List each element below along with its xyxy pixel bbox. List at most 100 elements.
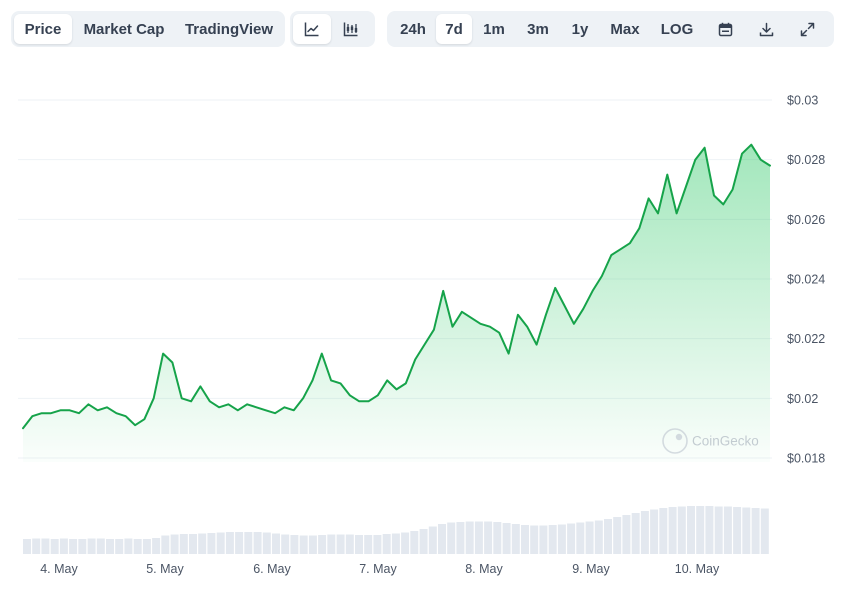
range-1y[interactable]: 1y (571, 20, 589, 38)
tab-market-cap[interactable]: Market Cap (83, 20, 165, 38)
volume-bar (59, 538, 68, 554)
volume-bar (401, 532, 410, 554)
volume-bar (604, 519, 612, 554)
line-chart-icon (304, 22, 319, 37)
volume-bar (299, 535, 308, 554)
volume-bar (705, 506, 714, 554)
coingecko-logo-icon (662, 428, 688, 454)
volume-bar (465, 521, 474, 554)
volume-bar (69, 539, 78, 554)
volume-bar (106, 539, 114, 554)
candlestick-button[interactable] (331, 14, 371, 44)
price-line (22, 143, 771, 430)
volume-bar (364, 535, 373, 554)
volume-bar (262, 532, 271, 554)
volume-bar (668, 507, 677, 554)
volume-bar (631, 513, 640, 554)
download-button[interactable] (746, 14, 786, 44)
date-picker-button[interactable] (704, 14, 746, 44)
volume-bar (594, 520, 603, 554)
chart-type-group (290, 11, 375, 47)
price-area (23, 144, 770, 462)
volume-bar (308, 535, 317, 554)
volume-bar (456, 522, 465, 554)
view-tab-group: Price Market Cap TradingView (11, 11, 285, 47)
volume-bar (659, 508, 668, 554)
volume-bar (613, 517, 622, 554)
download-icon (759, 22, 773, 36)
volume-bar (216, 532, 225, 554)
volume-bar (318, 535, 327, 554)
range-24h[interactable]: 24h (400, 20, 426, 38)
volume-bar (751, 508, 760, 554)
volume-bar (530, 525, 539, 554)
y-tick-label: $0.018 (787, 452, 825, 466)
x-tick-label: 5. May (146, 562, 184, 576)
volume-bar (438, 524, 446, 554)
volume-bar (32, 538, 41, 554)
volume-bar (742, 507, 751, 554)
volume-bar (696, 506, 705, 554)
volume-bar (96, 538, 105, 554)
x-tick-label: 8. May (465, 562, 503, 576)
volume-bar (521, 525, 529, 554)
volume-bar (189, 534, 197, 554)
volume-bar (253, 532, 262, 554)
volume-bar (272, 533, 280, 554)
volume-bar (373, 535, 382, 554)
volume-bar (115, 539, 124, 554)
x-axis: 4. May 5. May 6. May 7. May 8. May 9. May 10. … (40, 562, 720, 576)
volume-bar (419, 529, 428, 554)
volume-bar (557, 524, 566, 554)
volume-bar (198, 533, 207, 554)
range-tab-group: 24h 7d 1m 3m 1y Max LOG (387, 11, 834, 47)
expand-icon (800, 22, 814, 36)
volume-bar (640, 511, 649, 554)
chart-toolbar: Price Market Cap TradingView 24h 7d 1 (0, 11, 850, 47)
fullscreen-button[interactable] (786, 14, 828, 44)
volume-bar (225, 532, 234, 554)
volume-bar (124, 538, 133, 554)
volume-bar (585, 521, 594, 554)
calendar-icon (718, 22, 732, 36)
volume-bar (290, 535, 299, 554)
y-tick-label: $0.026 (787, 213, 825, 227)
volume-bar (152, 538, 161, 554)
volume-bar (539, 525, 548, 554)
range-7d[interactable]: 7d (436, 14, 472, 44)
watermark-text: CoinGecko (692, 434, 759, 449)
y-tick-label: $0.028 (787, 153, 825, 167)
tab-tradingview[interactable]: TradingView (184, 20, 274, 38)
tab-price[interactable]: Price (14, 14, 72, 44)
volume-bar (474, 521, 483, 554)
volume-bar (622, 515, 631, 554)
y-tick-label: $0.02 (787, 392, 818, 406)
volume-bar (207, 533, 216, 554)
y-tick-label: $0.022 (787, 332, 825, 346)
x-tick-label: 4. May (40, 562, 78, 576)
volume-bar (345, 534, 354, 554)
volume-bar (410, 531, 419, 554)
volume-bar (244, 532, 253, 554)
line-chart-button[interactable] (293, 14, 331, 44)
volume-bar (723, 506, 732, 554)
volume-bar (511, 524, 520, 554)
range-max[interactable]: Max (610, 20, 640, 38)
range-3m[interactable]: 3m (527, 20, 549, 38)
x-tick-label: 6. May (253, 562, 291, 576)
y-tick-label: $0.024 (787, 273, 825, 287)
volume-bars (23, 506, 769, 554)
volume-bar (161, 535, 170, 554)
volume-bar (382, 534, 391, 554)
volume-bar (170, 534, 179, 554)
log-scale-toggle[interactable]: LOG (660, 20, 694, 38)
range-1m[interactable]: 1m (483, 20, 505, 38)
volume-bar (733, 507, 742, 554)
volume-bar (548, 525, 557, 554)
volume-bar (23, 539, 31, 554)
volume-bar (484, 521, 493, 554)
volume-bar (336, 534, 345, 554)
volume-bar (179, 534, 188, 554)
x-tick-label: 7. May (359, 562, 397, 576)
